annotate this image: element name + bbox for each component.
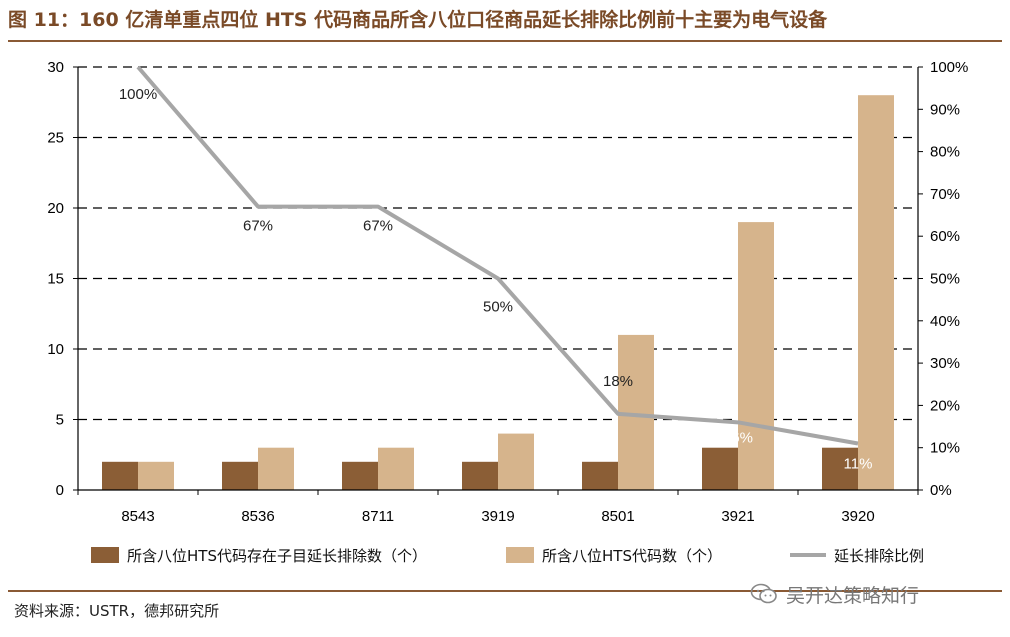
legend-swatch-hts [506, 547, 534, 563]
legend-label-hts: 所含八位HTS代码数（个） [542, 547, 722, 565]
title-rule [8, 40, 1002, 42]
bar-hts-count [858, 95, 894, 490]
ratio-line [136, 65, 859, 446]
bar-hts-count [498, 433, 534, 490]
data-labels: 100% 67% 67% 50% 18% 16% 11% [119, 86, 873, 472]
x-tick-label: 8536 [241, 508, 274, 525]
y-tick-label: 15 [47, 271, 64, 288]
bars [102, 95, 894, 490]
ratio-data-label: 11% [844, 455, 873, 472]
ratio-data-label: 18% [603, 373, 633, 390]
x-tick-label: 3919 [481, 508, 514, 525]
x-tick-label: 8543 [121, 508, 154, 525]
x-tick-label: 8711 [362, 508, 394, 525]
y2-tick-label: 0% [930, 482, 952, 499]
y2-tick-label: 60% [930, 228, 960, 245]
ratio-data-label: 16% [723, 429, 753, 446]
bar-subitem-count [582, 461, 618, 490]
bottom-rule [8, 590, 1002, 592]
bar-subitem-count [702, 447, 738, 490]
watermark: 吴开达策略知行 [750, 580, 919, 608]
y2-tick-label: 30% [930, 355, 960, 372]
ratio-line-path [136, 65, 859, 446]
source-note: 资料来源：USTR，德邦研究所 [14, 602, 220, 620]
y-tick-label: 5 [56, 412, 64, 429]
watermark-text: 吴开达策略知行 [786, 584, 920, 607]
legend-label-subitem: 所含八位HTS代码存在子目延长排除数（个） [127, 547, 427, 565]
legend: 所含八位HTS代码存在子目延长排除数（个） 所含八位HTS代码数（个） 延长排除比例 [91, 547, 924, 565]
y-tick-label: 30 [47, 59, 64, 76]
ratio-data-label: 67% [243, 218, 273, 235]
y-tick-label: 25 [47, 130, 64, 147]
x-tick-label: 8501 [601, 508, 634, 525]
wechat-icon [750, 583, 777, 604]
ratio-data-label: 100% [119, 86, 157, 103]
chart-title: 图 11：160 亿清单重点四位 HTS 代码商品所含八位口径商品延长排除比例前… [8, 9, 828, 31]
y2-tick-label: 80% [930, 144, 960, 161]
bar-hts-count [378, 447, 414, 490]
x-tick-label: 3920 [841, 508, 874, 525]
y2-tick-label: 70% [930, 186, 960, 203]
bar-subitem-count [822, 447, 858, 490]
y-tick-label: 20 [47, 200, 64, 217]
bar-hts-count [738, 222, 774, 490]
y2-tick-label: 50% [930, 271, 960, 288]
bar-subitem-count [222, 461, 258, 490]
ratio-data-label: 67% [363, 218, 393, 235]
x-tick-label: 3921 [721, 508, 754, 525]
y-tick-label: 10 [47, 341, 64, 358]
bar-subitem-count [462, 461, 498, 490]
legend-swatch-subitem [91, 547, 119, 563]
grid-lines [78, 66, 918, 421]
bar-subitem-count [342, 461, 378, 490]
y2-tick-label: 100% [930, 59, 968, 76]
bar-hts-count [138, 461, 174, 490]
y2-tick-label: 40% [930, 313, 960, 330]
bar-subitem-count [102, 461, 138, 490]
y-tick-label: 0 [56, 482, 64, 499]
y2-tick-label: 10% [930, 440, 960, 457]
axes: 0 5 10 15 20 25 30 0% 10% 20% 30% 40% 50% 60% 70% 80% 90… [47, 59, 968, 525]
combo-chart: 0 5 10 15 20 25 30 0% 10% 20% 30% 40% 50% 60% 70% 80% 90… [47, 59, 968, 565]
ratio-data-label: 50% [483, 299, 513, 316]
y2-tick-label: 90% [930, 101, 960, 118]
y2-tick-label: 20% [930, 397, 960, 414]
legend-label-ratio: 延长排除比例 [834, 547, 924, 565]
bar-hts-count [258, 447, 294, 490]
